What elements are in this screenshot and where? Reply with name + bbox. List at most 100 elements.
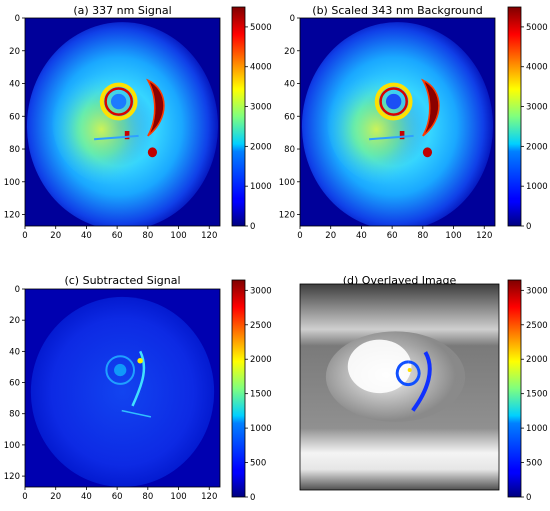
ring-outline bbox=[105, 355, 136, 385]
x-tick-label: 120 bbox=[201, 492, 217, 502]
axes-frame bbox=[24, 17, 221, 227]
panel-title: (b) Scaled 343 nm Background bbox=[312, 4, 482, 17]
x-tick-label: 40 bbox=[356, 231, 367, 241]
y-tick-label: 120 bbox=[279, 211, 295, 221]
colorbar-tick-label: 500 bbox=[526, 459, 542, 469]
y-tick-label: 40 bbox=[9, 80, 20, 90]
overlay-arc bbox=[411, 351, 432, 412]
y-tick-label: 0 bbox=[15, 14, 20, 24]
colorbar-tick-label: 1500 bbox=[250, 390, 272, 400]
colorbar-tick-label: 2500 bbox=[250, 321, 272, 331]
colorbar-tick-label: 3000 bbox=[250, 103, 272, 113]
colorbar-tick-label: 0 bbox=[526, 222, 531, 232]
x-tick-label: 20 bbox=[50, 231, 61, 241]
colorbar-tick-label: 5000 bbox=[526, 23, 548, 33]
colorbar bbox=[231, 279, 246, 498]
colorbar-tick-label: 2500 bbox=[526, 321, 548, 331]
panel-title: (c) Subtracted Signal bbox=[64, 274, 180, 287]
heatmap-image bbox=[25, 18, 220, 226]
x-tick-label: 40 bbox=[81, 492, 92, 502]
ring-outer bbox=[374, 82, 413, 121]
arc-streak bbox=[131, 350, 146, 407]
x-tick-label: 120 bbox=[201, 231, 217, 241]
y-tick-label: 100 bbox=[4, 441, 20, 451]
y-tick-label: 80 bbox=[9, 410, 20, 420]
colorbar-tick-label: 1500 bbox=[526, 390, 548, 400]
heatmap-image bbox=[300, 18, 495, 226]
colorbar-tick-label: 1000 bbox=[526, 182, 548, 192]
heatmap-image bbox=[300, 284, 499, 490]
x-tick-label: 60 bbox=[112, 231, 123, 241]
x-tick-label: 40 bbox=[81, 231, 92, 241]
ring-outer bbox=[99, 82, 138, 121]
small-blob bbox=[147, 147, 158, 158]
colorbar-tick-label: 1000 bbox=[250, 424, 272, 434]
colorbar-tick-label: 0 bbox=[526, 493, 531, 503]
colorbar-tick-label: 0 bbox=[250, 493, 255, 503]
y-tick-label: 80 bbox=[284, 145, 295, 155]
y-tick-label: 0 bbox=[290, 14, 295, 24]
small-blob bbox=[422, 147, 433, 158]
y-tick-label: 0 bbox=[15, 285, 20, 295]
colorbar bbox=[507, 6, 522, 227]
x-tick-label: 20 bbox=[325, 231, 336, 241]
colorbar-tick-label: 3000 bbox=[250, 286, 272, 296]
colorbar-tick-label: 500 bbox=[250, 459, 266, 469]
colorbar-tick-label: 5000 bbox=[250, 23, 272, 33]
ring-red bbox=[104, 87, 133, 116]
axes-frame bbox=[299, 17, 496, 227]
crescent bbox=[146, 78, 165, 137]
y-tick-label: 20 bbox=[9, 316, 20, 326]
axes-frame bbox=[299, 283, 500, 491]
colorbar-tick-label: 0 bbox=[250, 222, 255, 232]
x-tick-label: 80 bbox=[417, 231, 428, 241]
x-tick-label: 100 bbox=[170, 492, 186, 502]
colorbar-tick-label: 2000 bbox=[250, 142, 272, 152]
y-tick-label: 60 bbox=[9, 112, 20, 122]
colorbar-tick-label: 4000 bbox=[250, 63, 272, 73]
y-tick-label: 60 bbox=[284, 112, 295, 122]
panel-4: (d) Overlayed Image050010001500200025003… bbox=[299, 274, 548, 503]
y-tick-label: 60 bbox=[9, 379, 20, 389]
small-blob bbox=[124, 131, 130, 140]
colorbar-tick-label: 2000 bbox=[526, 142, 548, 152]
overlay-ring bbox=[395, 360, 421, 387]
y-tick-label: 120 bbox=[4, 472, 20, 482]
ring-center bbox=[385, 93, 402, 110]
y-tick-label: 20 bbox=[9, 47, 20, 57]
x-tick-label: 100 bbox=[445, 231, 461, 241]
y-tick-label: 20 bbox=[284, 47, 295, 57]
colorbar-tick-label: 3000 bbox=[526, 286, 548, 296]
colorbar bbox=[507, 279, 522, 498]
x-tick-label: 80 bbox=[142, 231, 153, 241]
y-tick-label: 120 bbox=[4, 211, 20, 221]
small-blob bbox=[399, 131, 405, 140]
y-tick-label: 40 bbox=[9, 347, 20, 357]
x-tick-label: 0 bbox=[22, 231, 27, 241]
ring-center bbox=[110, 93, 127, 110]
x-tick-label: 60 bbox=[387, 231, 398, 241]
x-tick-label: 0 bbox=[297, 231, 302, 241]
x-tick-label: 100 bbox=[170, 231, 186, 241]
panel-2: (b) Scaled 343 nm Background 0 20 40 60 80 100… bbox=[279, 4, 548, 241]
x-tick-label: 120 bbox=[476, 231, 492, 241]
x-tick-label: 20 bbox=[50, 492, 61, 502]
axes-frame bbox=[24, 288, 221, 488]
panel-title: (a) 337 nm Signal bbox=[73, 4, 171, 17]
colorbar-tick-label: 3000 bbox=[526, 103, 548, 113]
crescent bbox=[421, 78, 440, 137]
colorbar-tick-label: 1000 bbox=[250, 182, 272, 192]
y-tick-label: 80 bbox=[9, 145, 20, 155]
y-tick-label: 40 bbox=[284, 80, 295, 90]
x-tick-label: 80 bbox=[142, 492, 153, 502]
colorbar-tick-label: 1000 bbox=[526, 424, 548, 434]
heatmap-image bbox=[25, 289, 220, 487]
y-tick-label: 100 bbox=[4, 178, 20, 188]
colorbar-tick-label: 4000 bbox=[526, 63, 548, 73]
colorbar bbox=[231, 6, 246, 227]
colorbar-tick-label: 2000 bbox=[250, 355, 272, 365]
x-tick-label: 0 bbox=[22, 492, 27, 502]
